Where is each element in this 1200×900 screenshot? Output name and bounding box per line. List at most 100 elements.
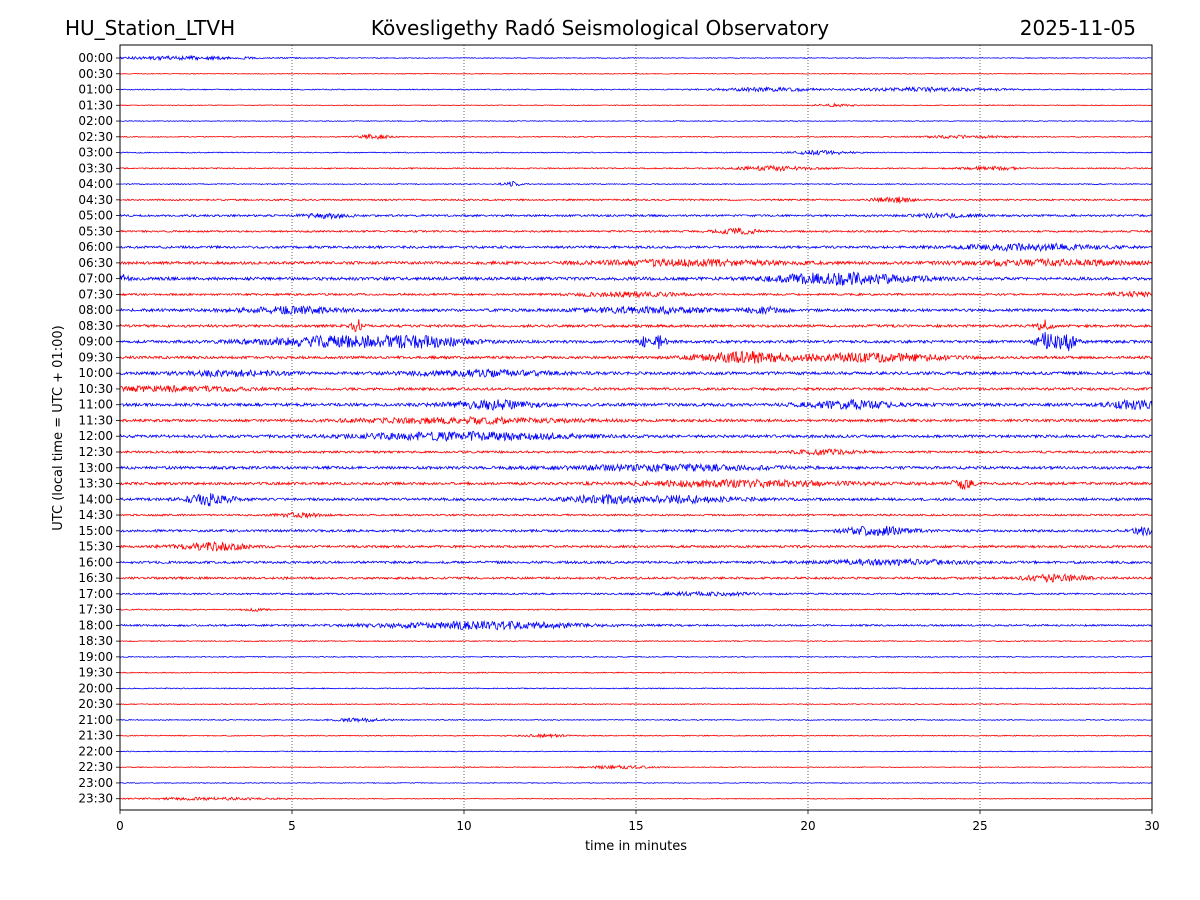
y-tick-label: 14:30: [78, 508, 113, 522]
trace-1930: [119, 671, 1153, 674]
y-tick-label: 08:00: [78, 303, 113, 317]
trace-0130: [119, 102, 1153, 108]
trace-1000: [119, 368, 1153, 379]
y-tick-label: 05:00: [78, 209, 113, 223]
trace-1800: [119, 619, 1153, 631]
trace-0500: [119, 212, 1153, 220]
y-tick-label: 04:30: [78, 193, 113, 207]
y-tick-label: 22:30: [78, 760, 113, 774]
y-tick-label: 00:00: [78, 51, 113, 65]
trace-1100: [119, 398, 1153, 412]
chart-date: 2025-11-05: [1019, 16, 1136, 40]
y-tick-label: 06:00: [78, 240, 113, 254]
grid-lines: [291, 45, 981, 810]
y-tick-label: 07:00: [78, 272, 113, 286]
trace-2300: [119, 782, 1153, 784]
trace-0300: [119, 149, 1153, 156]
y-tick-label: 21:30: [78, 729, 113, 743]
y-tick-label: 07:30: [78, 287, 113, 301]
y-tick-label: 02:00: [78, 114, 113, 128]
trace-2230: [119, 764, 1153, 771]
trace-1530: [119, 540, 1153, 552]
trace-0800: [119, 304, 1153, 316]
y-tick-label: 15:30: [78, 540, 113, 554]
y-tick-label: 17:30: [78, 603, 113, 617]
y-tick-label: 15:00: [78, 524, 113, 538]
trace-1500: [119, 525, 1153, 537]
trace-0530: [119, 227, 1153, 235]
x-tick-label: 20: [800, 819, 815, 833]
trace-1730: [119, 607, 1153, 612]
y-tick-label: 05:30: [78, 224, 113, 238]
y-tick-label: 23:00: [78, 776, 113, 790]
y-tick-label: 01:00: [78, 83, 113, 97]
y-tick-label: 12:30: [78, 445, 113, 459]
trace-0730: [119, 290, 1153, 299]
y-tick-label: 18:00: [78, 618, 113, 632]
trace-1600: [119, 557, 1153, 567]
trace-0830: [119, 319, 1153, 333]
x-tick-label: 0: [116, 819, 124, 833]
chart-title: Kövesligethy Radó Seismological Observat…: [370, 16, 830, 40]
y-tick-label: 06:30: [78, 256, 113, 270]
x-tick-label: 30: [1144, 819, 1159, 833]
y-tick-label: 17:00: [78, 587, 113, 601]
trace-0700: [119, 271, 1153, 286]
y-tick-label: 00:30: [78, 67, 113, 81]
trace-2200: [119, 750, 1153, 753]
y-tick-label: 20:30: [78, 697, 113, 711]
y-tick-label: 20:00: [78, 681, 113, 695]
trace-2030: [119, 703, 1153, 706]
y-tick-label: 10:30: [78, 382, 113, 396]
y-tick-label: 01:30: [78, 98, 113, 112]
y-tick-label: 02:30: [78, 130, 113, 144]
y-tick-label: 22:00: [78, 744, 113, 758]
trace-2330: [119, 796, 1153, 802]
trace-0100: [119, 86, 1153, 94]
trace-0600: [119, 242, 1153, 253]
trace-1700: [119, 590, 1153, 598]
trace-0030: [119, 72, 1153, 75]
trace-0930: [119, 350, 1153, 364]
trace-1630: [119, 573, 1153, 583]
y-tick-label: 19:00: [78, 650, 113, 664]
y-tick-label: 18:30: [78, 634, 113, 648]
trace-0900: [119, 331, 1153, 352]
trace-2000: [119, 687, 1152, 690]
x-tick-label: 10: [456, 819, 471, 833]
y-tick-label: 16:00: [78, 555, 113, 569]
trace-1400: [119, 493, 1153, 507]
x-tick-label: 25: [972, 819, 987, 833]
trace-2130: [119, 733, 1153, 739]
trace-0230: [119, 133, 1153, 141]
trace-1130: [119, 415, 1153, 426]
y-tick-label: 11:00: [78, 398, 113, 412]
trace-1300: [119, 462, 1153, 473]
y-tick-label: 13:00: [78, 461, 113, 475]
trace-1900: [119, 655, 1153, 658]
y-tick-label: 04:00: [78, 177, 113, 191]
station-name: HU_Station_LTVH: [65, 16, 236, 40]
trace-1230: [119, 448, 1153, 457]
y-tick-label: 23:30: [78, 792, 113, 806]
trace-1200: [119, 430, 1153, 442]
y-tick-label: 14:00: [78, 492, 113, 506]
trace-0200: [119, 120, 1153, 122]
y-tick-label: 19:30: [78, 666, 113, 680]
trace-0630: [119, 257, 1153, 268]
y-tick-label: 13:30: [78, 477, 113, 491]
y-tick-label: 08:30: [78, 319, 113, 333]
x-ticks: 0 5 10 15 20 25 30: [116, 810, 1160, 833]
trace-1430: [119, 512, 1153, 519]
trace-0430: [119, 196, 1153, 205]
x-tick-label: 5: [288, 819, 296, 833]
trace-2100: [119, 717, 1153, 724]
y-tick-label: 11:30: [78, 413, 113, 427]
y-tick-label: 21:00: [78, 713, 113, 727]
y-axis-label: UTC (local time = UTC + 01:00): [51, 325, 66, 530]
x-axis-label: time in minutes: [585, 839, 687, 854]
trace-1830: [119, 640, 1153, 643]
x-tick-label: 15: [628, 819, 643, 833]
